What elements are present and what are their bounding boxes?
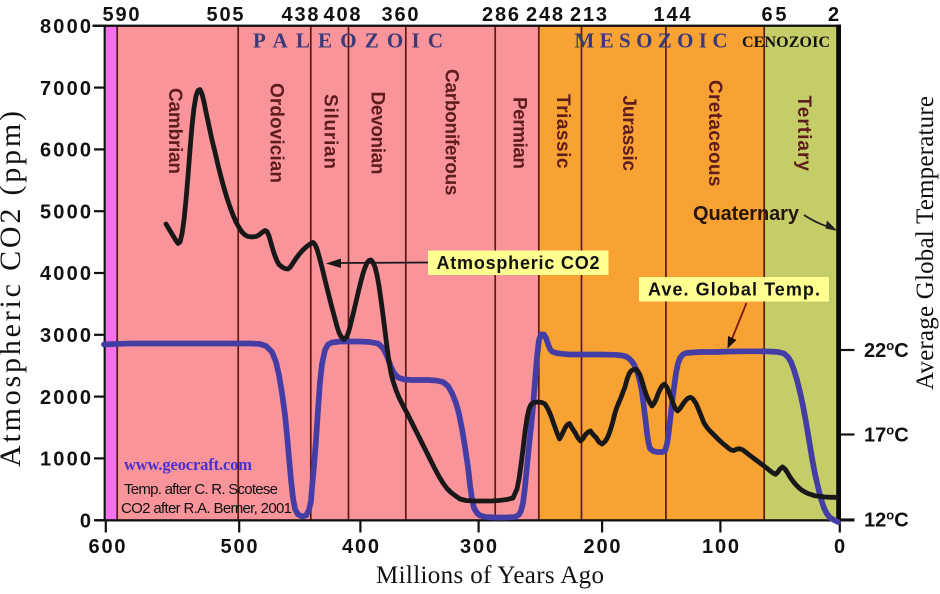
svg-text:505: 505 xyxy=(207,4,244,26)
svg-text:0: 0 xyxy=(80,510,91,532)
svg-text:600: 600 xyxy=(89,536,126,558)
svg-text:Tertiary: Tertiary xyxy=(793,96,814,172)
svg-text:500: 500 xyxy=(221,536,258,558)
svg-text:Temp. after C. R. Scotese: Temp. after C. R. Scotese xyxy=(124,481,278,498)
svg-text:Cretaceous: Cretaceous xyxy=(704,80,725,187)
svg-text:Atmospheric CO2: Atmospheric CO2 xyxy=(437,253,600,273)
svg-text:300: 300 xyxy=(460,536,497,558)
svg-text:Cambrian: Cambrian xyxy=(164,88,185,174)
svg-text:Quaternary: Quaternary xyxy=(693,203,800,225)
svg-text:Ordovician: Ordovician xyxy=(266,83,287,183)
svg-text:Atmospheric CO2 (ppm): Atmospheric CO2 (ppm) xyxy=(0,111,27,467)
svg-text:www.geocraft.com: www.geocraft.com xyxy=(124,455,252,474)
svg-text:CENOZOIC: CENOZOIC xyxy=(742,34,832,51)
svg-text:Triassic: Triassic xyxy=(552,94,573,169)
svg-text:100: 100 xyxy=(702,536,739,558)
svg-text:590: 590 xyxy=(103,4,140,26)
svg-text:400: 400 xyxy=(342,536,379,558)
svg-text:438: 438 xyxy=(282,4,319,26)
svg-text:Silurian: Silurian xyxy=(320,94,341,169)
svg-text:Devonian: Devonian xyxy=(367,92,388,175)
svg-text:Permian: Permian xyxy=(509,97,530,169)
svg-text:Average Global Temperature: Average Global Temperature xyxy=(912,96,939,390)
svg-text:2: 2 xyxy=(828,4,839,26)
svg-text:PALEOZOIC: PALEOZOIC xyxy=(253,29,449,53)
svg-text:408: 408 xyxy=(324,4,361,26)
svg-text:Carboniferous: Carboniferous xyxy=(441,69,462,196)
svg-text:213: 213 xyxy=(570,4,607,26)
svg-text:0: 0 xyxy=(834,536,845,558)
svg-text:Ave. Global Temp.: Ave. Global Temp. xyxy=(648,280,820,300)
svg-text:CO2 after R.A. Berner, 2001: CO2 after R.A. Berner, 2001 xyxy=(121,500,292,517)
svg-text:286: 286 xyxy=(482,4,519,26)
svg-text:200: 200 xyxy=(584,536,621,558)
svg-text:248: 248 xyxy=(526,4,563,26)
svg-text:Millions of Years Ago: Millions of Years Ago xyxy=(376,562,604,589)
svg-text:360: 360 xyxy=(382,4,419,26)
svg-text:Jurassic: Jurassic xyxy=(618,96,639,172)
svg-text:144: 144 xyxy=(654,4,692,26)
svg-text:MESOZOIC: MESOZOIC xyxy=(575,29,733,53)
